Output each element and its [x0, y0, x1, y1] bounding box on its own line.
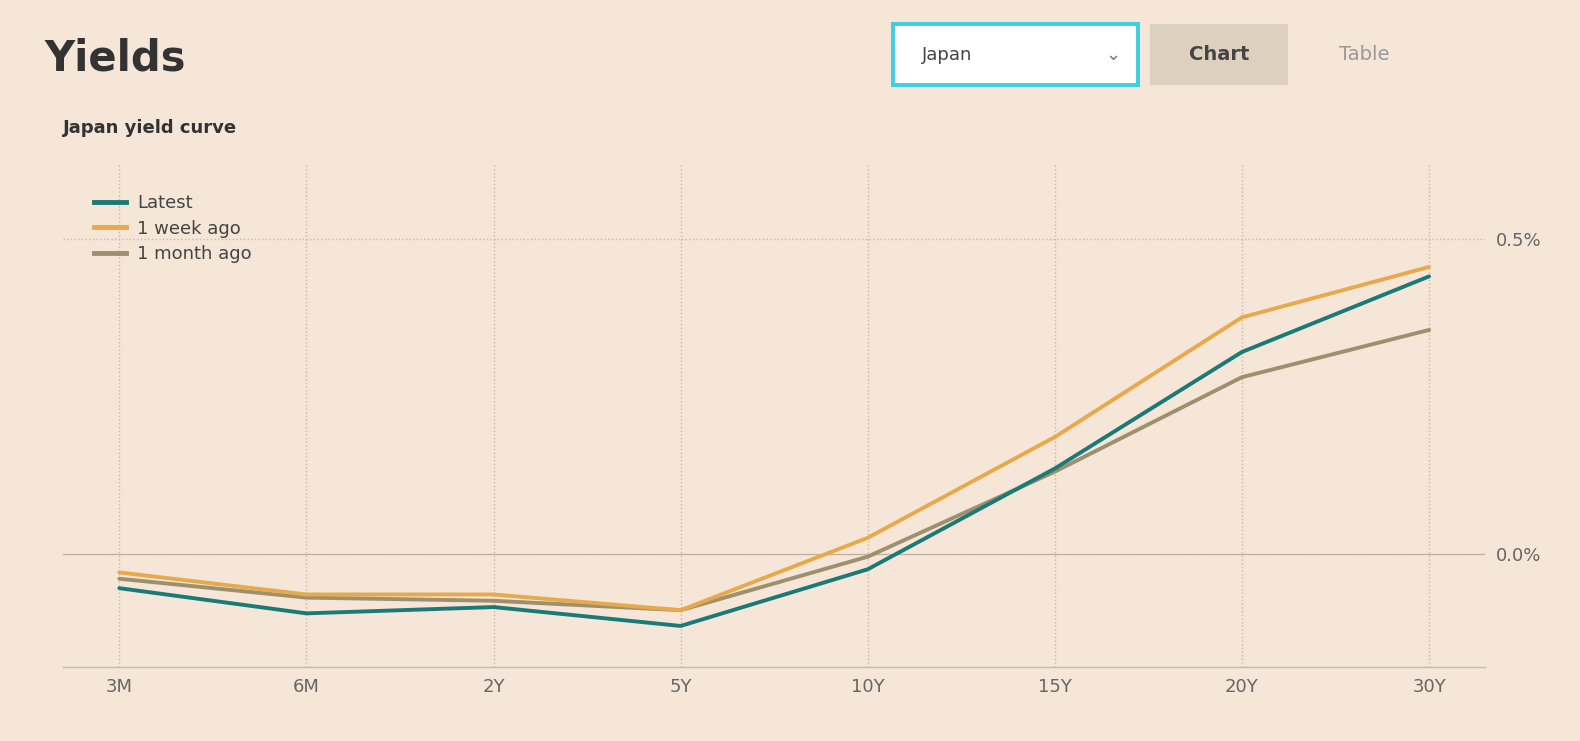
Text: Japan: Japan — [923, 46, 972, 64]
Text: ⌄: ⌄ — [1106, 46, 1120, 64]
Text: Japan yield curve: Japan yield curve — [63, 119, 237, 136]
Text: Table: Table — [1340, 45, 1389, 64]
Text: Chart: Chart — [1188, 45, 1250, 64]
Legend: Latest, 1 week ago, 1 month ago: Latest, 1 week ago, 1 month ago — [87, 187, 259, 270]
Text: Yields: Yields — [44, 37, 186, 79]
